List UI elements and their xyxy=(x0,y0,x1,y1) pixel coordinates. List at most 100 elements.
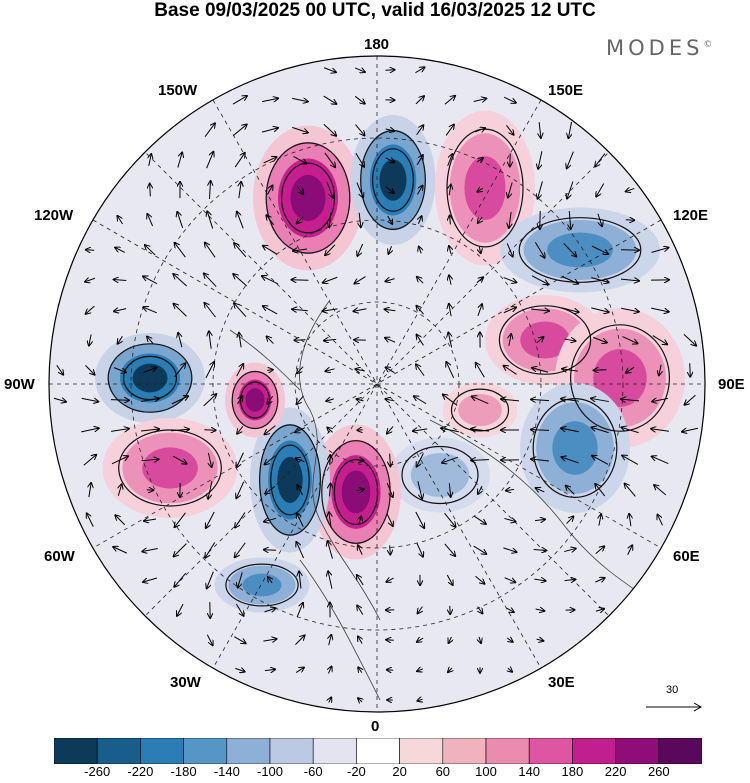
wind-arrow xyxy=(651,248,669,253)
wind-arrow xyxy=(509,334,511,347)
wind-arrow xyxy=(86,305,95,314)
anomaly-hudson-bay xyxy=(225,362,285,438)
wind-arrow xyxy=(625,484,636,497)
lon-label-30e: 30E xyxy=(548,674,575,691)
wind-arrow xyxy=(329,512,331,528)
colorbar-swatch xyxy=(54,738,98,764)
colorbar-tick-label: 100 xyxy=(475,764,497,779)
map-title: Base 09/03/2025 00 UTC, valid 16/03/2025… xyxy=(154,0,596,21)
wind-arrow xyxy=(147,337,154,344)
wind-arrow xyxy=(296,185,304,194)
wind-arrow xyxy=(385,186,394,193)
wind-arrow xyxy=(322,309,338,311)
wind-arrow xyxy=(566,516,574,524)
wind-arrow xyxy=(478,606,483,614)
wind-arrow xyxy=(177,603,184,616)
wind-arrow xyxy=(563,243,576,257)
wind-arrow xyxy=(503,96,516,103)
wind-arrow xyxy=(173,274,188,287)
wind-arrow xyxy=(419,247,421,254)
wind-arrow xyxy=(506,489,515,490)
colorbar-swatch xyxy=(96,738,141,764)
colorbar-tick-label: -140 xyxy=(213,764,240,779)
wind-arrow xyxy=(444,512,455,527)
wind-arrow xyxy=(654,485,667,496)
wind-arrow xyxy=(113,367,126,373)
wind-arrow xyxy=(356,489,364,491)
colorbar-tick-label: 20 xyxy=(392,764,407,779)
vector-scale-label: 30 xyxy=(666,684,679,696)
wind-arrow xyxy=(476,277,483,284)
wind-arrow xyxy=(594,370,607,371)
wind-arrow xyxy=(234,303,247,318)
wind-arrow xyxy=(205,303,216,318)
wind-arrow xyxy=(238,572,243,587)
wind-arrow xyxy=(110,400,129,401)
wind-arrow xyxy=(561,428,579,433)
wind-arrow xyxy=(85,278,96,282)
wind-arrow xyxy=(207,571,214,589)
lon-label-0: 0 xyxy=(371,718,380,735)
wind-arrow xyxy=(234,636,245,644)
wind-arrow xyxy=(477,304,482,317)
wind-arrow xyxy=(505,608,514,612)
wind-arrow xyxy=(386,640,394,641)
wind-arrow xyxy=(595,153,606,167)
colorbar-swatch xyxy=(226,738,271,764)
wind-arrow xyxy=(323,123,336,136)
wind-arrow xyxy=(591,427,609,434)
anomaly-mid-atlantic xyxy=(214,557,310,613)
wind-arrow xyxy=(446,362,455,379)
wind-arrow xyxy=(209,181,210,200)
wind-arrow xyxy=(144,519,157,521)
colorbar-tick-label: 220 xyxy=(604,764,627,779)
wind-arrow xyxy=(264,518,277,521)
contour-inner-greenland xyxy=(333,459,379,526)
wind-arrow xyxy=(478,485,482,494)
wind-arrow xyxy=(354,276,366,284)
wind-arrow xyxy=(621,399,640,401)
wind-arrow xyxy=(564,339,576,341)
wind-arrow xyxy=(174,572,187,587)
wind-arrow xyxy=(538,181,543,198)
colorbar-swatch xyxy=(442,738,487,764)
wind-arrow xyxy=(85,365,94,374)
wind-arrow xyxy=(357,575,364,586)
wind-arrow xyxy=(562,369,578,371)
anomaly-bering xyxy=(350,115,436,245)
wind-arrow xyxy=(385,70,394,71)
wind-arrow xyxy=(595,609,604,611)
wind-arrow xyxy=(143,276,158,285)
wind-arrow xyxy=(651,429,669,432)
wind-arrow xyxy=(417,277,424,284)
wind-arrow xyxy=(416,306,424,315)
wind-arrow xyxy=(323,67,336,72)
wind-arrow xyxy=(264,608,276,612)
wind-arrow xyxy=(561,457,579,464)
wind-arrow xyxy=(207,211,214,229)
wind-arrow xyxy=(114,309,127,312)
wind-arrow xyxy=(471,429,489,431)
wind-arrow xyxy=(620,279,639,281)
wind-arrow xyxy=(442,456,459,463)
wind-arrow xyxy=(476,158,483,162)
wind-arrow xyxy=(298,485,303,496)
wind-arrow xyxy=(507,638,512,642)
colorbar-swatch xyxy=(528,738,573,764)
wind-arrow xyxy=(141,459,158,460)
colorbar-tick-label: -60 xyxy=(303,764,323,779)
wind-arrow xyxy=(355,124,365,136)
wind-arrow xyxy=(173,455,186,463)
colorbar xyxy=(54,738,702,764)
wind-arrow xyxy=(506,125,513,134)
wind-arrow xyxy=(531,275,548,284)
colorbar-swatch xyxy=(183,738,228,764)
wind-arrow xyxy=(591,398,609,401)
colorbar-tick-label: 140 xyxy=(518,764,541,779)
wind-arrow xyxy=(86,250,95,251)
lon-label-150w: 150W xyxy=(158,82,198,99)
wind-arrow xyxy=(445,125,454,136)
wind-arrow xyxy=(449,185,451,196)
lon-label-120w: 120W xyxy=(34,207,74,224)
wind-arrow xyxy=(446,574,452,585)
